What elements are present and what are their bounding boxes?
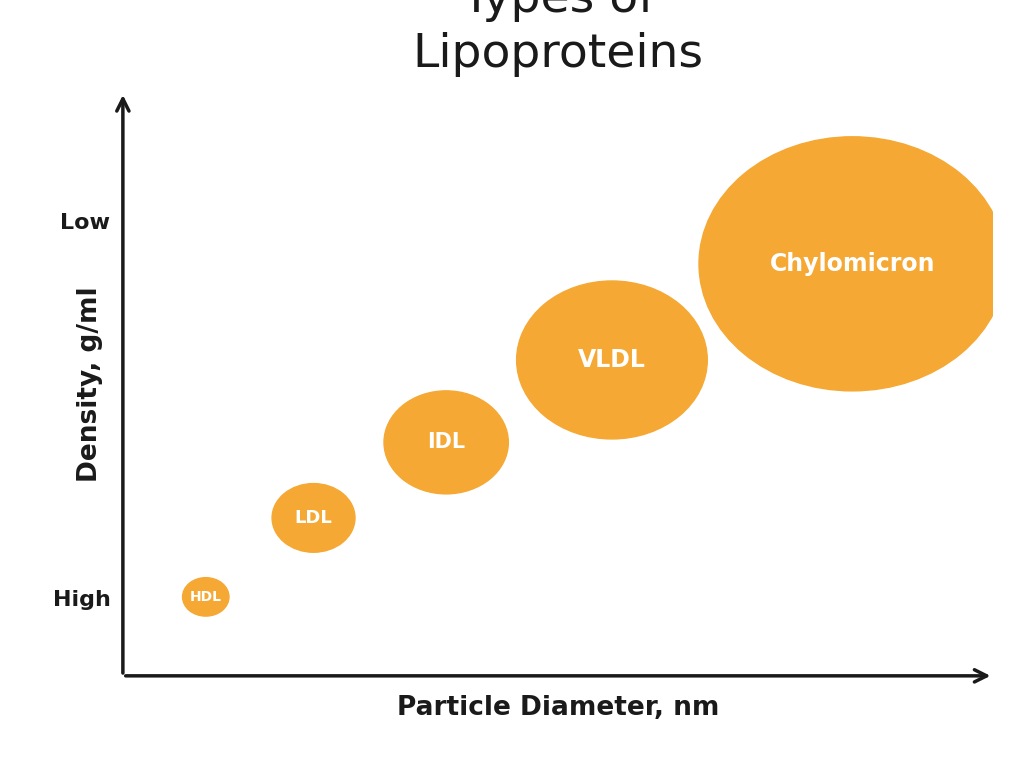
Text: Chylomicron: Chylomicron [770,252,935,276]
Y-axis label: Density, g/ml: Density, g/ml [78,286,103,482]
Text: VLDL: VLDL [578,348,646,372]
Circle shape [182,578,229,616]
Title: Types of
Lipoproteins: Types of Lipoproteins [413,0,703,77]
Text: IDL: IDL [427,432,465,452]
Circle shape [384,391,508,494]
Circle shape [517,281,708,439]
Text: LDL: LDL [295,509,333,527]
Text: HDL: HDL [189,590,222,604]
Circle shape [699,137,1006,391]
Circle shape [272,484,355,552]
Text: High: High [52,591,111,611]
Text: Low: Low [60,213,111,233]
X-axis label: Particle Diameter, nm: Particle Diameter, nm [397,695,719,721]
